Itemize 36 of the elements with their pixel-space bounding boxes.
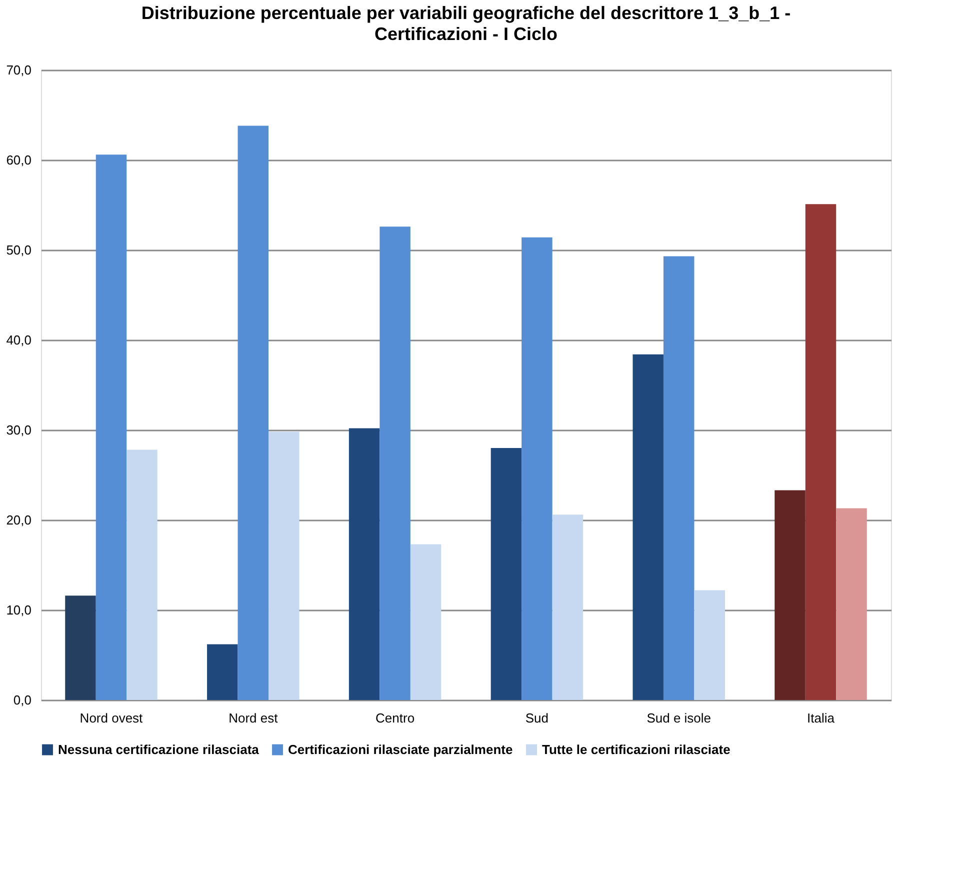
bar [836, 508, 867, 700]
bar [774, 490, 806, 700]
bar [522, 237, 552, 700]
bar [694, 590, 725, 700]
legend-label: Certificazioni rilasciate parzialmente [288, 742, 513, 757]
x-tick-label: Italia [807, 710, 836, 726]
y-tick-label: 60,0 [6, 152, 32, 168]
x-tick-label: Sud [525, 710, 549, 726]
y-tick-label: 40,0 [6, 332, 32, 348]
bar [410, 544, 442, 700]
x-tick-label: Nord ovest [80, 710, 144, 726]
legend-label: Nessuna certificazione rilasciata [58, 742, 260, 757]
bar [238, 126, 269, 700]
chart-title: Distribuzione percentuale per variabili geografiche del descrittore 1_3_b_1 - Certificazioni - I Ciclo [141, 3, 791, 44]
bar [96, 154, 127, 700]
y-tick-label: 30,0 [6, 422, 32, 438]
bar [552, 514, 584, 700]
bar [490, 448, 522, 700]
y-tick-label: 70,0 [6, 62, 32, 78]
bar [268, 432, 300, 700]
bar [632, 354, 664, 700]
legend-label: Tutte le certificazioni rilasciate [542, 742, 730, 757]
x-tick-label: Nord est [228, 710, 278, 726]
y-tick-label: 20,0 [6, 512, 32, 528]
x-tick-label: Centro [376, 710, 415, 726]
bar [207, 644, 238, 700]
bar [663, 256, 694, 700]
y-tick-label: 50,0 [6, 242, 32, 258]
y-tick-label: 0,0 [13, 692, 32, 708]
bar [126, 450, 158, 700]
x-tick-label: Sud e isole [646, 710, 712, 726]
bar [805, 204, 836, 700]
bar [380, 226, 410, 700]
bar [65, 596, 96, 700]
bar [348, 428, 380, 700]
y-tick-label: 10,0 [6, 602, 32, 618]
